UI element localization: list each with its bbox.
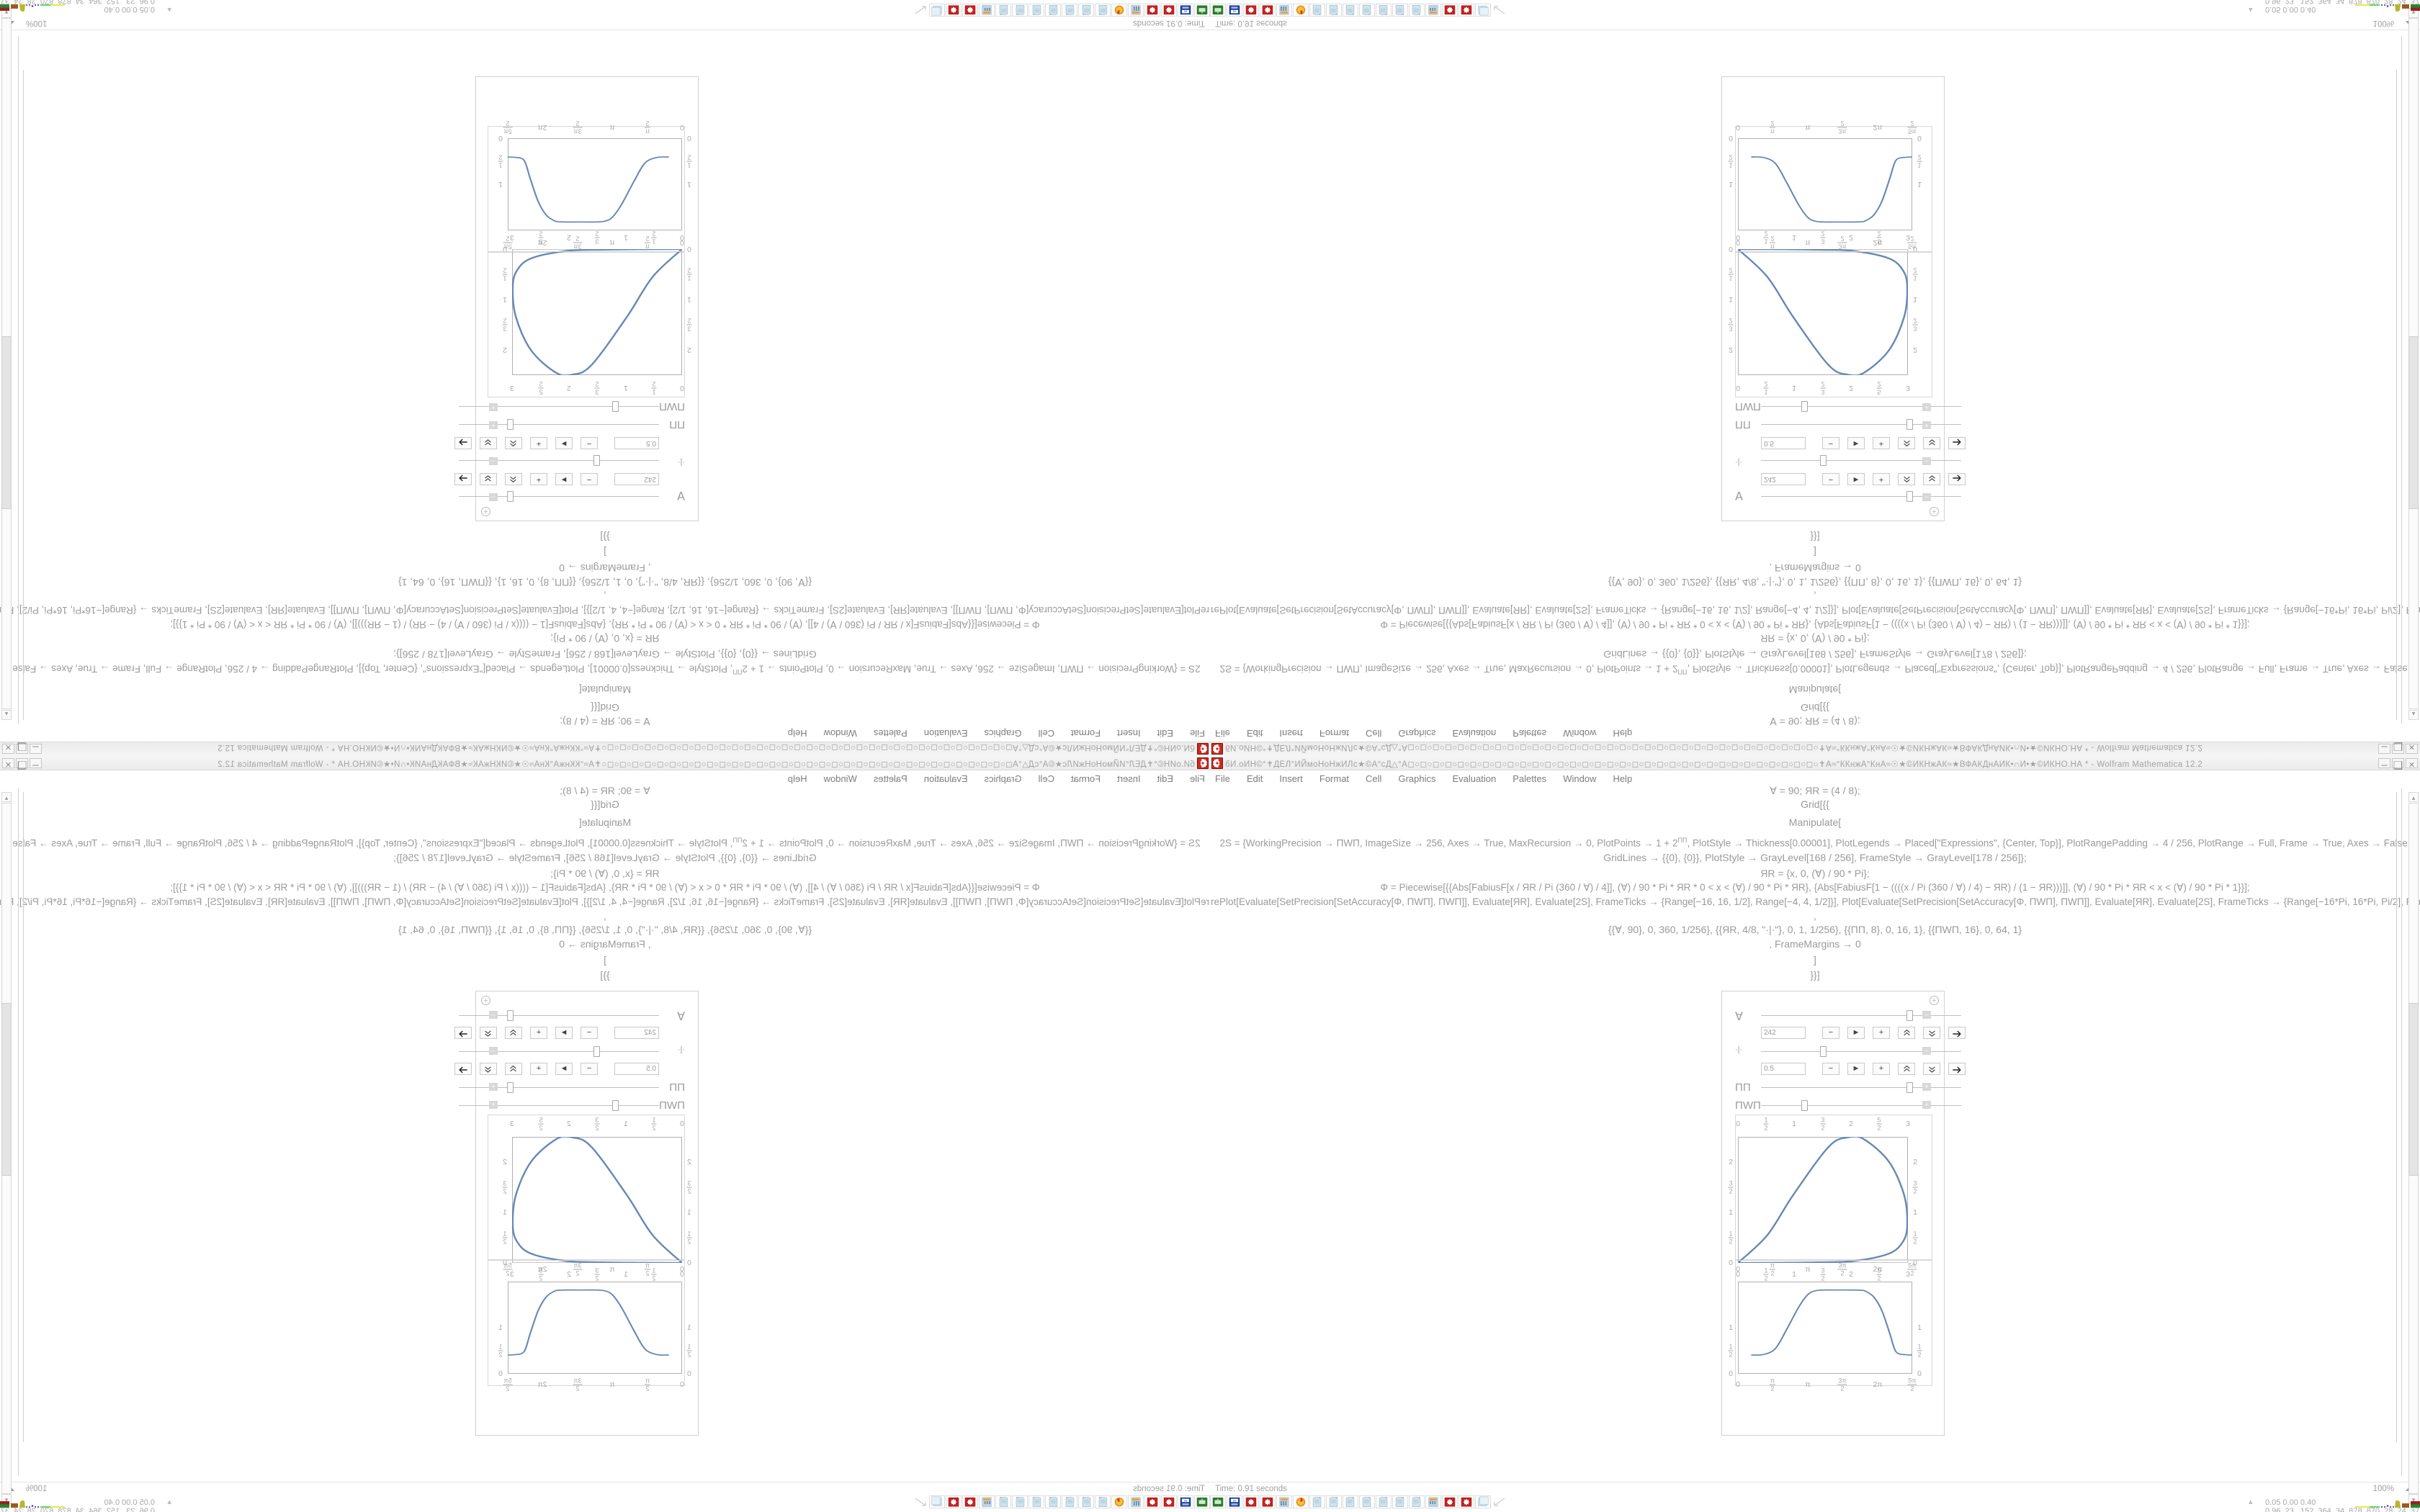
svg-text:64: 64: [1184, 1499, 1187, 1502]
svg-text:64: 64: [1233, 1499, 1236, 1502]
svg-text:64: 64: [1233, 10, 1236, 13]
svg-text:64: 64: [1184, 10, 1187, 13]
